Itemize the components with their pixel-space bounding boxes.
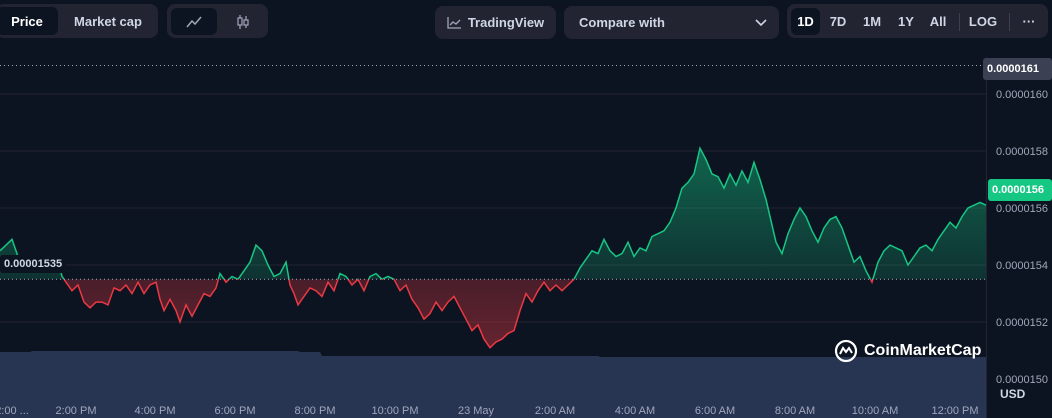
compare-with-dropdown[interactable]: Compare with (564, 6, 779, 39)
tradingview-button[interactable]: TradingView (435, 6, 556, 39)
x-tick-label: 23 May (458, 405, 495, 417)
candlestick-chart-button[interactable] (222, 8, 264, 35)
y-tick-label: 0.0000152 (996, 317, 1048, 329)
x-tick-label: 12:00 PM (931, 405, 978, 417)
coinmarketcap-logo-icon (834, 339, 858, 363)
range-1m-button[interactable]: 1M (862, 14, 882, 29)
line-chart-icon (186, 16, 202, 27)
brand-name: CoinMarketCap (864, 342, 982, 359)
x-tick-label: 2:00 PM (56, 405, 97, 417)
divider (959, 13, 960, 31)
x-tick-label: 6:00 AM (695, 405, 735, 417)
area-above-baseline (0, 148, 986, 280)
x-tick-label: 2:00 AM (535, 405, 575, 417)
x-tick-label: 8:00 PM (295, 405, 336, 417)
time-range-selector (787, 4, 1048, 38)
open-price-tag: 0.00001535 (0, 255, 67, 273)
market-cap-tab[interactable]: Market cap (74, 13, 142, 29)
current-price-tag: 0.0000156 (988, 179, 1052, 201)
x-tick-label: 8:00 AM (775, 405, 815, 417)
compare-with-label: Compare with (579, 15, 665, 30)
price-tab[interactable]: Price (0, 7, 58, 35)
x-tick-label: 10:00 AM (852, 405, 898, 417)
more-options-button[interactable]: ··· (1022, 14, 1036, 29)
line-chart-button[interactable] (171, 8, 217, 35)
coinmarketcap-watermark: CoinMarketCap (834, 339, 981, 363)
x-tick-label: 2:00 ... (0, 405, 29, 417)
log-scale-button[interactable]: LOG (968, 14, 998, 29)
y-tick-label: 0.0000150 (996, 374, 1048, 386)
chevron-down-icon (755, 18, 767, 26)
tradingview-label: TradingView (467, 15, 545, 30)
high-price-tag: 0.0000161 (983, 58, 1052, 80)
range-all-button[interactable]: All (929, 14, 947, 29)
x-tick-label: 6:00 PM (215, 405, 256, 417)
price-line-up (0, 146, 987, 280)
area-below-baseline (0, 279, 986, 348)
range-1y-button[interactable]: 1Y (898, 14, 914, 29)
y-tick-label: 0.0000154 (996, 260, 1048, 272)
candlestick-icon (237, 14, 249, 29)
divider (1009, 13, 1010, 31)
range-7d-button[interactable]: 7D (829, 14, 847, 29)
y-tick-label: 0.0000156 (996, 203, 1048, 215)
x-tick-label: 4:00 AM (615, 405, 655, 417)
y-tick-label: 0.0000160 (996, 89, 1048, 101)
price-line-down (63, 279, 874, 349)
range-1d-button[interactable]: 1D (791, 8, 820, 35)
x-tick-label: 4:00 PM (135, 405, 176, 417)
tradingview-chart-icon (447, 16, 461, 29)
currency-label: USD (1000, 387, 1026, 401)
y-tick-label: 0.0000158 (996, 146, 1048, 158)
x-tick-label: 10:00 PM (371, 405, 418, 417)
volume-bars (0, 351, 986, 418)
